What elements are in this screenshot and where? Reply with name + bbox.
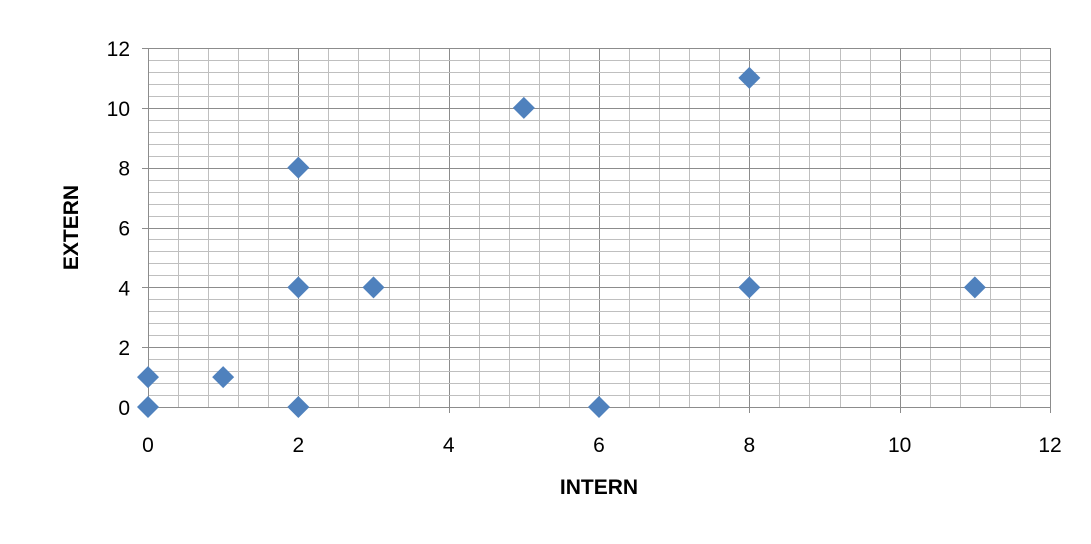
- x-tick-label: 10: [888, 434, 911, 457]
- data-point-diamond: [362, 276, 385, 299]
- grid: [148, 48, 1051, 408]
- y-tick-label: 10: [107, 98, 130, 121]
- y-tick-label: 12: [107, 38, 130, 61]
- data-point-diamond: [287, 276, 310, 299]
- data-point-diamond: [738, 66, 761, 89]
- data-point-diamond: [287, 396, 310, 418]
- x-axis-tick-labels: 0 2 4 6 8 10 12: [142, 434, 1062, 457]
- data-point-diamond: [137, 396, 159, 418]
- y-tick-label: 4: [118, 277, 130, 300]
- x-tick-label: 6: [593, 434, 605, 457]
- x-tick-label: 8: [743, 434, 755, 457]
- data-point-diamond: [963, 276, 986, 299]
- data-point-diamond: [738, 276, 761, 299]
- data-point-diamond: [212, 366, 235, 389]
- y-tick-label: 0: [118, 397, 130, 420]
- x-tick-label: 0: [142, 434, 154, 457]
- data-point-diamond: [588, 396, 610, 418]
- x-tick-label: 12: [1038, 434, 1061, 457]
- x-tick-label: 2: [292, 434, 304, 457]
- y-axis-title: EXTERN: [60, 185, 83, 270]
- y-tick-label: 2: [118, 337, 130, 360]
- y-axis-tick-labels: 0 2 4 6 8 10 12: [107, 38, 131, 420]
- data-point-diamond: [137, 366, 159, 389]
- x-tick-label: 4: [443, 434, 455, 457]
- y-tick-label: 8: [118, 158, 130, 181]
- x-axis-title: INTERN: [560, 476, 638, 499]
- data-point-diamond: [287, 156, 310, 179]
- tick-marks: [142, 48, 1051, 413]
- y-tick-label: 6: [118, 218, 130, 241]
- data-points: [137, 66, 986, 418]
- data-point-diamond: [512, 96, 535, 119]
